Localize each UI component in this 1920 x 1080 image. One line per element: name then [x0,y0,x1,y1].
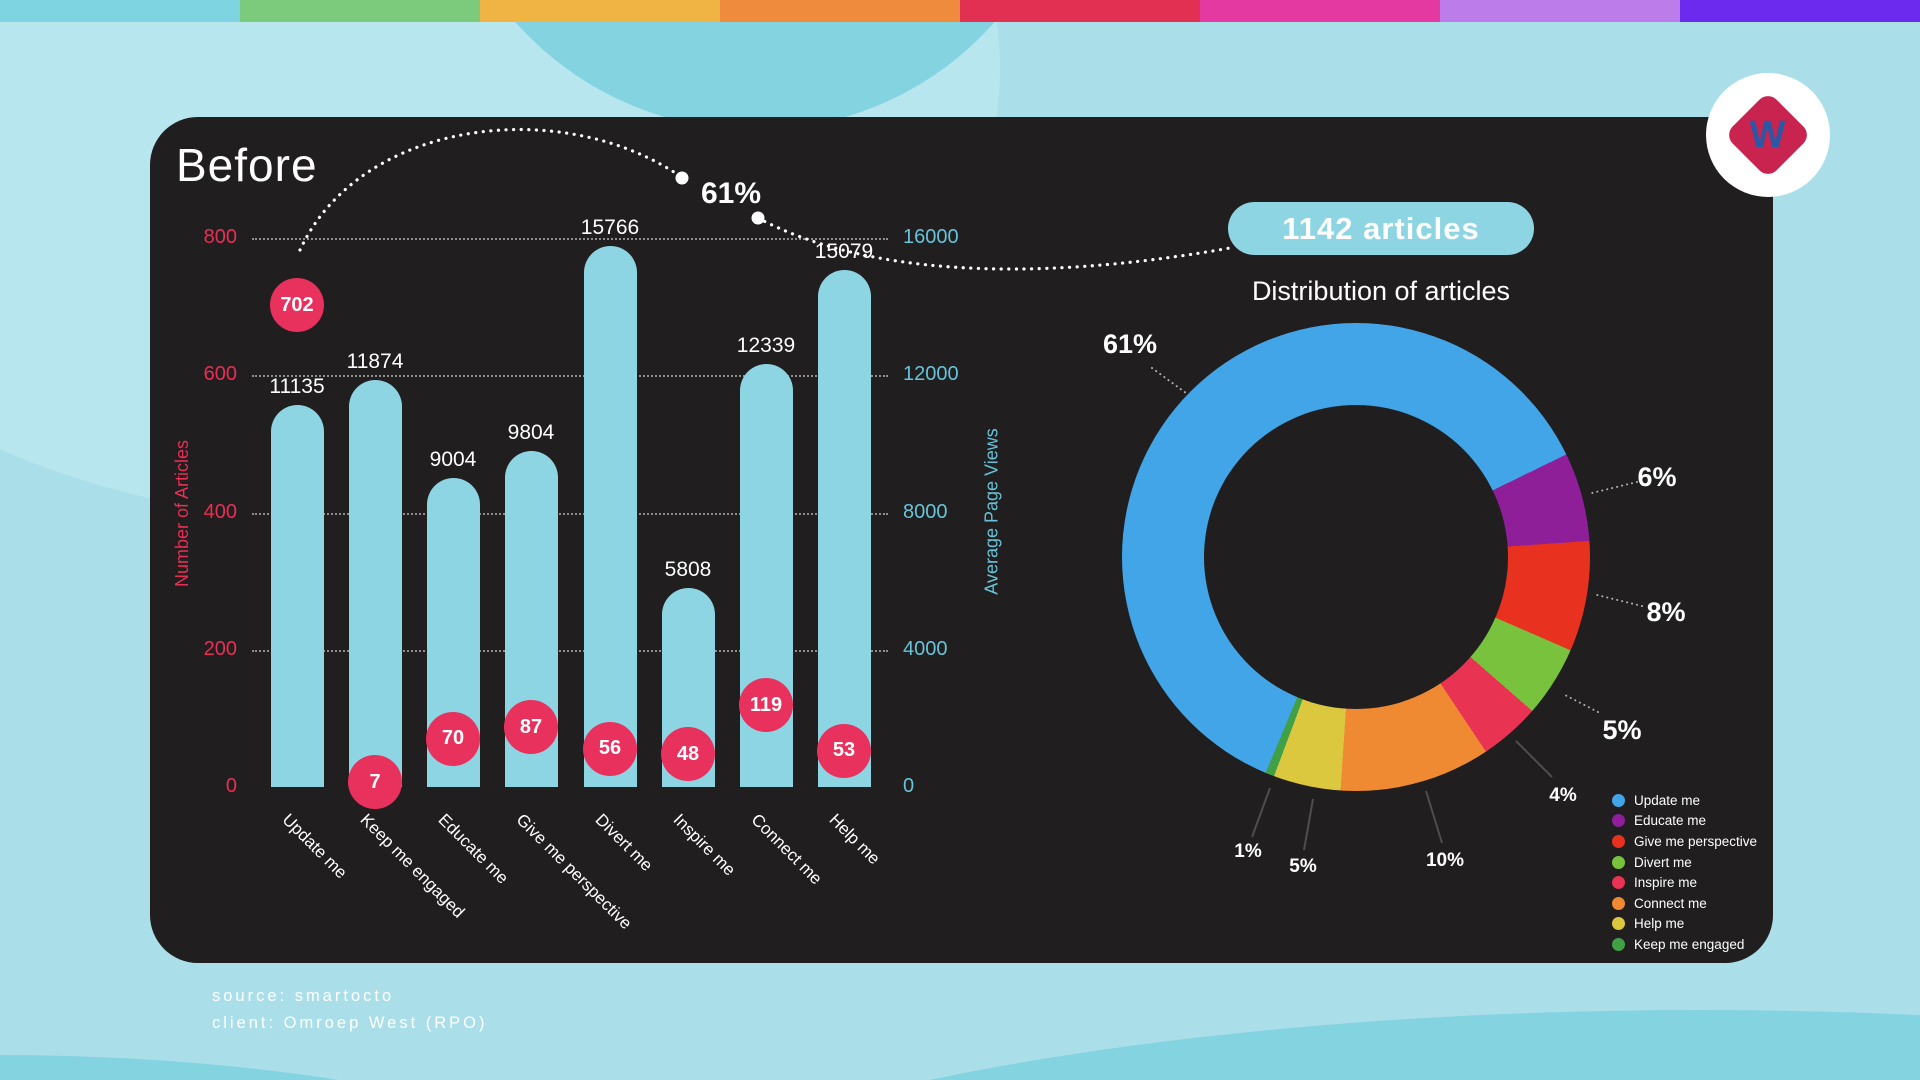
bar-0 [270,404,324,787]
donut-chart [1122,323,1590,791]
legend-item-1: Educate me [1612,811,1757,832]
client-line: client: Omroep West (RPO) [212,1014,488,1032]
bar-value-3: 9804 [507,420,555,444]
legend-dot-icon [1612,917,1625,931]
legend-dot-icon [1612,876,1625,890]
articles-badge: 1142 articles [1228,202,1534,255]
right-axis-tick-0: 0 [903,775,915,797]
donut-callout-7: 1% [1234,841,1262,862]
left-axis-tick-400: 400 [203,500,237,523]
top-bar-segment-8 [1680,0,1920,22]
legend-label: Inspire me [1634,875,1698,891]
donut-title: Distribution of articles [1251,276,1511,306]
logo-diamond-icon: W [1724,91,1812,179]
legend-label: Keep me engaged [1634,936,1745,952]
page-title: Before [176,139,318,191]
donut-callout-4: 4% [1549,785,1577,806]
bar-value-0: 11135 [269,374,325,398]
right-axis-tick-8000: 8000 [903,500,948,523]
article-count-dot-0: 702 [270,278,324,333]
legend-item-3: Divert me [1612,852,1757,873]
article-count-dot-1: 7 [348,755,402,810]
bar-value-1: 11874 [346,349,404,373]
donut-callout-2: 8% [1646,597,1686,627]
legend-dot-icon [1612,937,1625,951]
legend-label: Divert me [1634,854,1692,870]
left-axis-tick-800: 800 [203,226,237,248]
bar-7 [817,269,871,787]
legend-dot-icon [1612,793,1625,807]
article-count-dot-2: 70 [426,711,480,766]
legend-dot-icon [1612,896,1625,910]
donut-callout-0: 61% [1102,329,1158,359]
gridline-600 [252,375,888,378]
left-axis-tick-600: 600 [203,363,237,386]
bar-1 [348,379,402,787]
legend-item-6: Help me [1612,914,1757,935]
article-count-dot-4: 56 [583,721,637,776]
bar-value-7: 15079 [814,239,874,263]
article-count-dot-3: 87 [504,700,558,755]
background-swoosh-bottom-right [500,1010,1920,1080]
article-count-dot-7: 53 [817,723,871,778]
top-bar-segment-5 [960,0,1200,22]
left-axis-tick-0: 0 [225,775,237,797]
gridline-400 [252,512,888,515]
left-axis-tick-200: 200 [203,637,237,660]
donut-callout-6: 5% [1289,856,1317,877]
bar-value-6: 12339 [736,333,796,357]
donut-hole [1204,405,1508,709]
top-bar-segment-7 [1440,0,1680,22]
legend-item-4: Inspire me [1612,872,1757,893]
donut-callout-3: 5% [1602,715,1642,745]
legend-label: Help me [1634,916,1685,932]
article-count-dot-6: 119 [739,678,793,733]
legend-label: Give me perspective [1634,833,1758,849]
top-color-bar [0,0,1920,22]
right-axis-tick-12000: 12000 [903,363,959,386]
top-bar-segment-6 [1200,0,1440,22]
legend-item-0: Update me [1612,790,1757,811]
source-line: source: smartocto [212,987,395,1005]
top-bar-segment-4 [720,0,960,22]
bar-4 [583,246,637,787]
donut-legend: Update me Educate me Give me perspective Di… [1612,790,1757,955]
legend-item-5: Connect me [1612,893,1757,914]
legend-label: Update me [1634,792,1701,808]
legend-dot-icon [1612,814,1625,828]
bar-value-5: 5808 [664,557,712,581]
donut-callout-1: 6% [1637,462,1677,492]
legend-label: Educate me [1634,813,1707,829]
left-axis-title: Number of Articles [172,439,192,588]
right-axis-tick-4000: 4000 [903,637,948,660]
top-bar-segment-1 [0,0,240,22]
highlight-percentage: 61% [700,177,762,210]
right-axis-title: Average Page Views [981,428,1002,595]
source-note: source: smartocto client: Omroep West (R… [212,983,488,1037]
logo-letter: W [1750,113,1786,156]
legend-item-2: Give me perspective [1612,831,1757,852]
top-bar-segment-3 [480,0,720,22]
gridline-200 [252,649,888,652]
bar-value-2: 9004 [429,448,477,472]
legend-dot-icon [1612,855,1625,869]
background-swoosh-bottom-left [0,1055,700,1080]
legend-dot-icon [1612,834,1625,848]
article-count-dot-5: 48 [661,727,715,782]
legend-label: Connect me [1634,895,1707,911]
top-bar-segment-2 [240,0,480,22]
legend-item-7: Keep me engaged [1612,934,1757,955]
omroep-west-logo: W [1706,73,1830,197]
bar-value-4: 15766 [580,216,640,240]
donut-callout-5: 10% [1425,850,1465,871]
